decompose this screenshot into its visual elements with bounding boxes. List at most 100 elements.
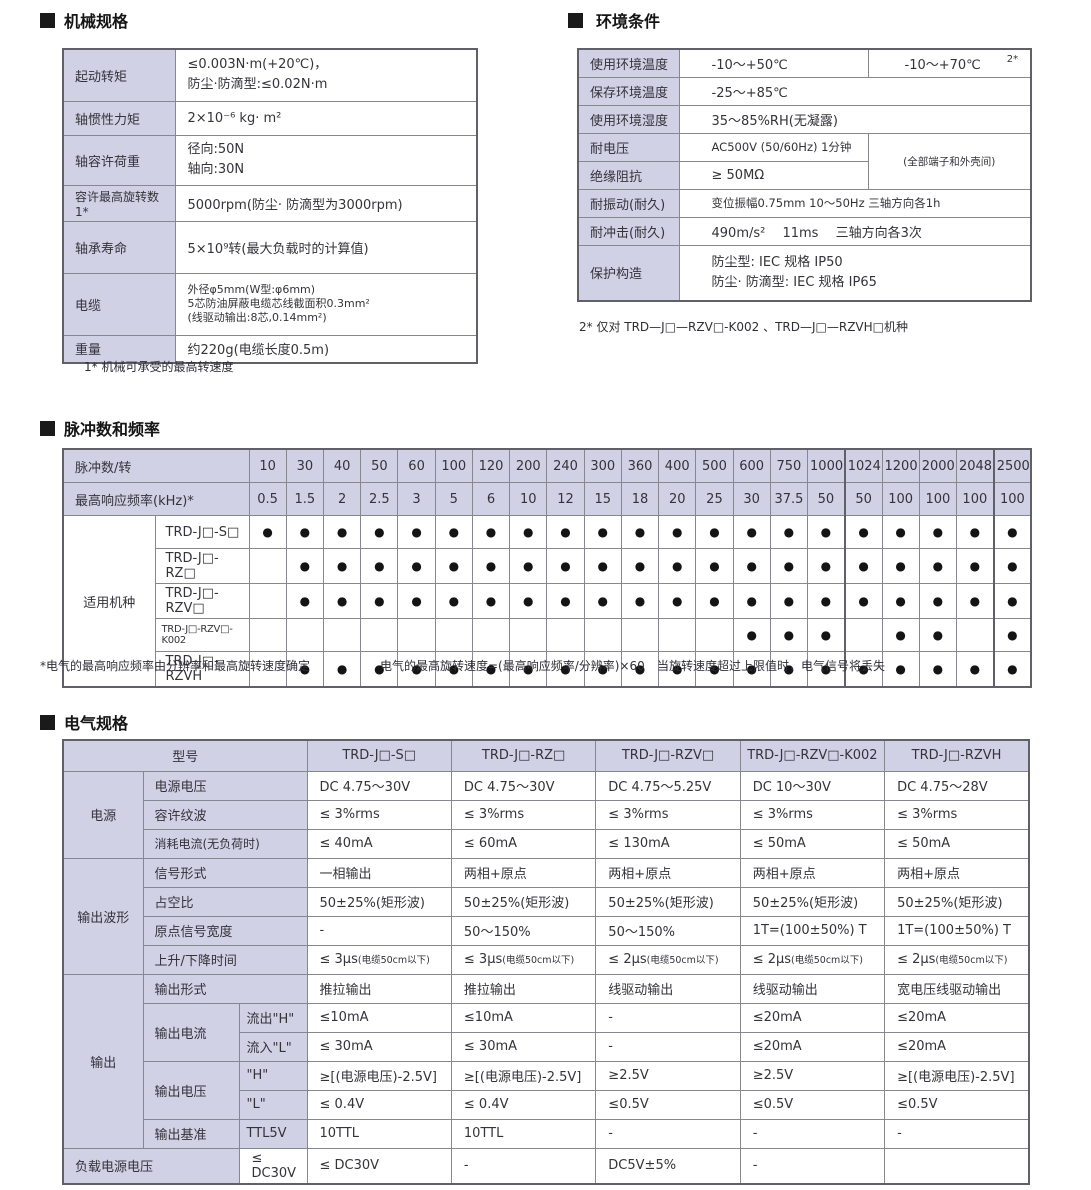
value-cell: - — [595, 1031, 741, 1062]
spec-value: ≥ 50MΩ — [678, 160, 869, 190]
spec-value-line: 外径φ5mm(W型:φ6mm) — [187, 282, 316, 296]
value-cell: ≤ 50mA — [884, 828, 1030, 859]
value-cell: 1T=(100±50%) T — [884, 915, 1030, 946]
section-title-text: 环境条件 — [596, 12, 661, 31]
dot-cell — [248, 583, 287, 619]
frequency-cell: 1.5 — [285, 482, 324, 516]
dot-cell — [248, 618, 287, 652]
pulse-count-cell: 100 — [434, 448, 473, 483]
environment-table: 使用环境温度 -10～+50℃ -10～+70℃ 2* 保存环境温度 -25～+8… — [577, 48, 1032, 302]
spec-sublabel: 流入"L" — [238, 1031, 308, 1062]
section-bullet-icon — [40, 12, 55, 28]
dot-cell: ● — [881, 515, 920, 549]
spec-label: 负载电源电压 — [62, 1147, 240, 1184]
value-cell: - — [450, 1147, 597, 1184]
value-cell: ≤10mA — [306, 1002, 452, 1033]
dot-cell: ● — [732, 651, 771, 688]
value-cell: ≤0.5V — [739, 1089, 886, 1120]
value-cell: 10TTL — [306, 1118, 452, 1149]
pulse-count-cell: 2500 — [992, 448, 1032, 483]
value-cell: ≤ 60mA — [450, 828, 597, 859]
dot-cell: ● — [620, 515, 660, 549]
spec-value: 约220g(电缆长度0.5m) — [174, 334, 478, 364]
dot-cell: ● — [843, 548, 883, 584]
spec-label: 轴容许荷重 — [62, 134, 176, 186]
dot-cell — [471, 618, 511, 652]
pulse-count-cell: 750 — [769, 448, 809, 483]
frequency-cell: 50 — [843, 482, 883, 516]
value-cell: ≤ 3%rms — [739, 799, 886, 830]
dot-cell — [397, 618, 436, 652]
section-title-text: 电气规格 — [64, 714, 129, 733]
value-cell: 两相+原点 — [884, 857, 1030, 888]
dot-cell: ● — [509, 548, 548, 584]
group-label-power: 电源 — [62, 770, 144, 859]
dot-cell: ● — [918, 583, 957, 619]
pulse-header-label: 脉冲数/转 — [62, 448, 250, 483]
table-row: 保存环境温度 -25～+85℃ — [577, 76, 1032, 106]
spec-label: 保护构造 — [577, 244, 680, 302]
value-cell: ≥[(电源电压)-2.5V] — [306, 1060, 452, 1091]
dot-cell: ● — [881, 618, 920, 652]
frequency-cell: 50 — [807, 482, 846, 516]
dot-cell: ● — [471, 583, 511, 619]
spec-value: 外径φ5mm(W型:φ6mm) 5芯防油屏蔽电缆芯线截面积0.3mm² (线驱动… — [174, 272, 478, 336]
pulse-count-cell: 10 — [248, 448, 287, 483]
value-cell: ≤ 3%rms — [595, 799, 741, 830]
frequency-cell: 37.5 — [769, 482, 809, 516]
dot-cell: ● — [658, 651, 697, 688]
value-suffix: (电缆50cm以下) — [357, 955, 430, 966]
value-cell: ≥2.5V — [595, 1060, 741, 1091]
dot-cell — [658, 618, 697, 652]
value-cell: 两相+原点 — [450, 857, 597, 888]
section-title-text: 机械规格 — [64, 12, 129, 31]
model-header-cell: TRD-J□-RZ□ — [450, 739, 597, 772]
spec-label: 耐电压 — [577, 132, 680, 162]
frequency-cell: 0.5 — [248, 482, 287, 516]
dot-cell: ● — [769, 515, 809, 549]
table-row: 轴惯性力矩 2×10⁻⁶ kg· m² — [62, 100, 478, 136]
dot-cell: ● — [769, 583, 809, 619]
environment-footnote: 2* 仅对 TRD—J□—RZV□-K002 、TRD—J□—RZVH□机种 — [579, 320, 908, 334]
dot-cell: ● — [620, 651, 660, 688]
dot-cell: ● — [322, 515, 362, 549]
frequency-cell: 3 — [397, 482, 436, 516]
pulse-group-label: 适用机种 — [62, 515, 156, 688]
table-row: 占空比 50±25%(矩形波) 50±25%(矩形波) 50±25%(矩形波) 50±… — [63, 886, 1030, 917]
dot-cell: ● — [248, 515, 287, 549]
electrical-spec-table: 型号 TRD-J□-S□ TRD-J□-RZ□ TRD-J□-RZV□ TRD-J□-… — [62, 739, 1030, 1185]
spec-label: 保存环境温度 — [577, 76, 680, 106]
table-row: 原点信号宽度 -50～150% 50～150% 1T=(100±50%) T 1T=(… — [63, 915, 1030, 946]
value-cell: ≤ 2μs(电缆50cm以下) — [739, 944, 886, 975]
dot-cell: ● — [955, 583, 995, 619]
dot-cell: ● — [397, 548, 436, 584]
dot-cell: ● — [285, 651, 324, 688]
pulse-model-name: TRD-J□-S□ — [154, 515, 250, 549]
section-bullet-icon — [40, 420, 55, 436]
value-cell: 50～150% — [595, 915, 741, 946]
pulse-count-cell: 1000 — [807, 448, 846, 483]
table-row: 使用环境温度 -10～+50℃ -10～+70℃ 2* — [577, 48, 1032, 78]
spec-value: AC500V (50/60Hz) 1分钟 — [678, 132, 869, 162]
frequency-cell: 100 — [955, 482, 995, 516]
value-cell: ≤ 3%rms — [884, 799, 1030, 830]
dot-cell: ● — [546, 548, 585, 584]
section-title-electrical: 电气规格 — [40, 710, 128, 734]
dot-cell: ● — [769, 548, 809, 584]
section-title-text: 脉冲数和频率 — [64, 420, 161, 439]
pulse-model-name: TRD-J□-RZ□ — [154, 548, 250, 584]
pulse-count-cell: 30 — [285, 448, 324, 483]
table-row: "L" ≤ 0.4V ≤ 0.4V ≤0.5V ≤0.5V ≤0.5V — [63, 1089, 1030, 1120]
value-cell: - — [739, 1147, 886, 1184]
model-header-cell: TRD-J□-RZVH — [884, 739, 1030, 772]
dot-cell — [955, 618, 995, 652]
value-cell: ≤20mA — [884, 1002, 1030, 1033]
frequency-cell: 25 — [695, 482, 734, 516]
dot-cell: ● — [732, 618, 771, 652]
dot-cell: ● — [843, 651, 883, 688]
dot-cell: ● — [732, 548, 771, 584]
spec-value: 变位振幅0.75mm 10～50Hz 三轴方向各1h — [678, 188, 1032, 218]
model-header-cell: TRD-J□-S□ — [306, 739, 452, 772]
spec-value: -25～+85℃ — [678, 76, 1032, 106]
value-cell: - — [739, 1118, 886, 1149]
